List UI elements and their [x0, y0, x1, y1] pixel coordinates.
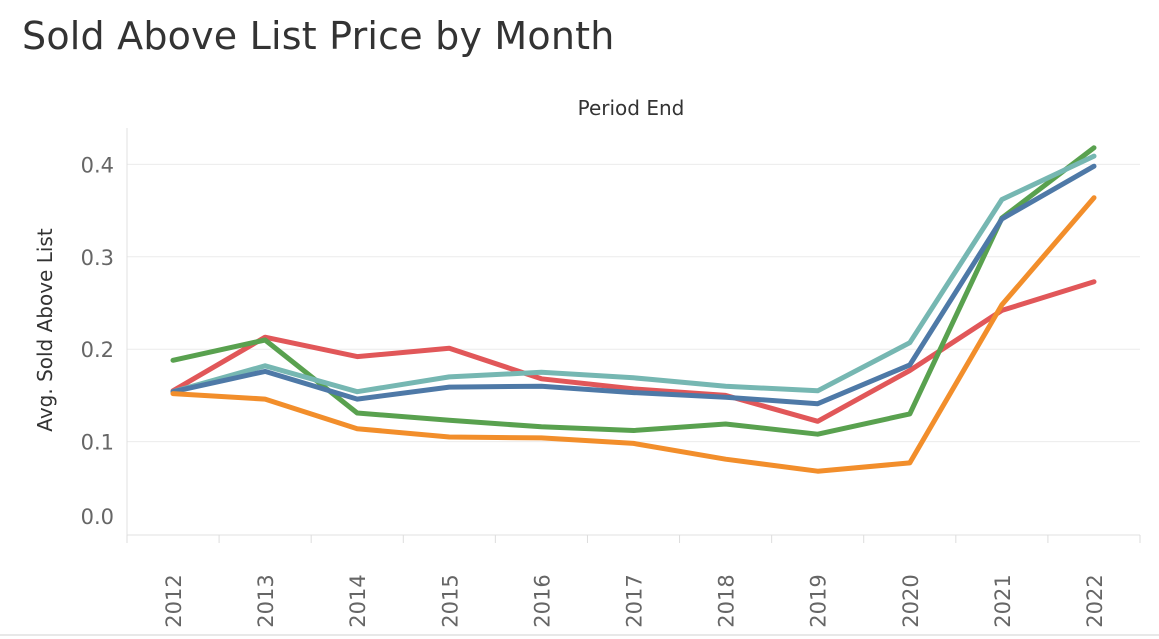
x-tick-label: 2014	[346, 574, 370, 627]
column-header: Period End	[578, 96, 685, 120]
series-lines	[170, 145, 1097, 474]
y-axis-ticks: 0.0 0.1 0.2 0.3 0.4	[81, 153, 114, 529]
y-tick-label: 0.3	[81, 246, 114, 270]
bottom-divider	[0, 634, 1159, 636]
series-line-3	[170, 153, 1097, 395]
x-tick-label: 2019	[807, 574, 831, 627]
series-line-1	[170, 279, 1097, 424]
y-tick-label: 0.4	[81, 153, 114, 177]
y-tick-label: 0.0	[81, 505, 114, 529]
x-tick-label: 2012	[162, 574, 186, 627]
x-tick-label: 2015	[438, 574, 462, 627]
y-tick-label: 0.2	[81, 338, 114, 362]
x-tick-label: 2016	[530, 574, 554, 627]
x-tick-label: 2021	[991, 574, 1015, 627]
x-tick-label: 2022	[1083, 574, 1107, 627]
x-tick-label: 2013	[254, 574, 278, 627]
axis-frame	[126, 128, 1140, 536]
x-tick-label: 2017	[623, 574, 647, 627]
x-axis-ticks: 2012 2013 2014 2015 2016 2017 2018 2019 2020 2021…	[126, 535, 1141, 628]
y-tick-label: 0.1	[81, 431, 114, 455]
y-axis-label: Avg. Sold Above List	[33, 228, 57, 432]
x-tick-label: 2018	[715, 574, 739, 627]
series-line-4	[170, 163, 1097, 407]
page-title: Sold Above List Price by Month	[22, 14, 615, 58]
grid-lines	[127, 163, 1140, 443]
x-tick-label: 2020	[899, 574, 923, 627]
